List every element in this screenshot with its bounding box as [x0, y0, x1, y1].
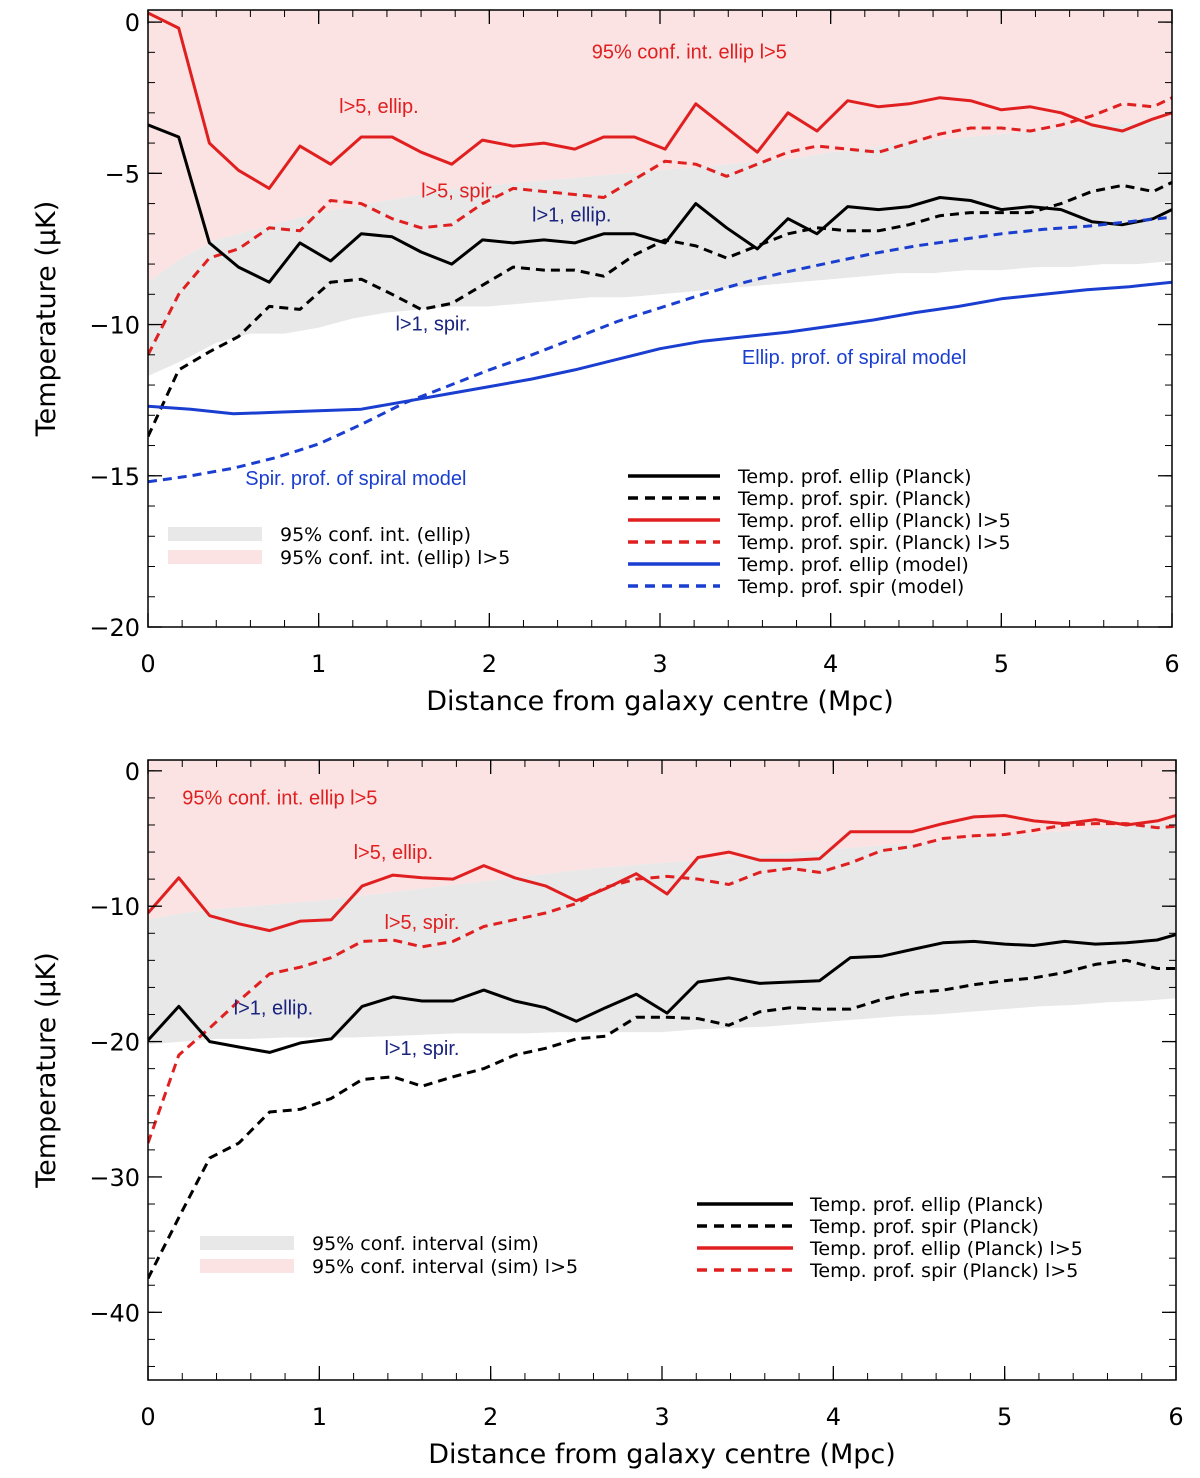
x-tick-label: 5 — [997, 1403, 1012, 1431]
series-line-6 — [148, 215, 1172, 484]
x-tick-label: 0 — [140, 650, 155, 678]
legend-band-label-2: 95% conf. int. (ellip) l>5 — [280, 547, 510, 569]
series-line-5 — [148, 280, 1172, 416]
legend-label-6: Temp. prof. spir (model) — [737, 576, 964, 598]
y-tick-label: −40 — [89, 1299, 140, 1327]
x-tick-label: 4 — [823, 650, 838, 678]
series-line-3 — [148, 933, 1176, 1054]
y-tick-label: −10 — [89, 893, 140, 921]
series-line-2 — [148, 822, 1176, 1144]
x-axis-label: Distance from galaxy centre (Mpc) — [428, 1439, 896, 1470]
chart2: 0 1 2 3 4 5 6 0 −10 −20 −30 −40 Distance from galaxy… — [31, 758, 1184, 1470]
annotation-label: l>1, ellip. — [234, 997, 314, 1019]
x-tick-label: 2 — [482, 650, 497, 678]
series-line-4 — [148, 181, 1172, 438]
series-line-3 — [148, 123, 1172, 284]
legend-band-swatch-2 — [200, 1259, 294, 1273]
y-tick-label: −20 — [89, 614, 140, 642]
annotation-label: l>5, ellip. — [339, 96, 419, 118]
x-tick-label: 1 — [312, 1403, 327, 1431]
annotation-label: l>5, ellip. — [354, 842, 434, 864]
annotation-label: 95% conf. int. ellip l>5 — [182, 788, 377, 810]
legend-label-3: Temp. prof. ellip (Planck) l>5 — [809, 1238, 1083, 1260]
legend-label-4: Temp. prof. spir. (Planck) l>5 — [737, 532, 1011, 554]
legend-band-swatch-1 — [168, 527, 262, 541]
series-line-2 — [148, 96, 1172, 356]
legend-label-2: Temp. prof. spir. (Planck) — [737, 488, 971, 510]
legend-label-5: Temp. prof. ellip (model) — [737, 554, 969, 576]
annotation-label: l>5, spir. — [421, 181, 496, 203]
legend-label-1: Temp. prof. ellip (Planck) — [737, 466, 972, 488]
series-line-1 — [148, 11, 1172, 190]
x-tick-label: 2 — [483, 1403, 498, 1431]
legend-band-swatch-1 — [200, 1236, 294, 1250]
x-tick-label: 1 — [311, 650, 326, 678]
y-tick-label: 0 — [125, 758, 140, 786]
annotation-label: Ellip. prof. of spiral model — [742, 347, 967, 369]
x-tick-label: 3 — [654, 1403, 669, 1431]
confidence-band-1 — [148, 760, 1176, 920]
x-tick-label: 3 — [652, 650, 667, 678]
x-axis-label: Distance from galaxy centre (Mpc) — [426, 686, 894, 717]
legend-label-2: Temp. prof. spir (Planck) — [809, 1216, 1039, 1238]
annotation-label: 95% conf. int. ellip l>5 — [592, 41, 787, 63]
legend-label-1: Temp. prof. ellip (Planck) — [809, 1194, 1044, 1216]
y-axis-label: Temperature (μK) — [31, 952, 62, 1189]
annotation-label: Spir. prof. of spiral model — [245, 468, 466, 490]
x-tick-label: 6 — [1168, 1403, 1183, 1431]
x-tick-label: 0 — [140, 1403, 155, 1431]
annotation-label: l>1, spir. — [384, 1038, 459, 1060]
y-tick-label: −30 — [89, 1164, 140, 1192]
y-tick-label: −5 — [105, 160, 140, 188]
y-tick-label: 0 — [125, 9, 140, 37]
annotation-label: l>1, spir. — [395, 314, 470, 336]
legend-label-4: Temp. prof. spir (Planck) l>5 — [809, 1260, 1078, 1282]
legend-label-3: Temp. prof. ellip (Planck) l>5 — [737, 510, 1011, 532]
legend-band-label-1: 95% conf. interval (sim) — [312, 1233, 539, 1255]
y-tick-label: −15 — [89, 463, 140, 491]
legend-band-label-2: 95% conf. interval (sim) l>5 — [312, 1256, 578, 1278]
plot-area — [148, 760, 1176, 1280]
x-tick-label: 4 — [826, 1403, 841, 1431]
series-line-1 — [148, 814, 1176, 933]
y-tick-label: −20 — [89, 1029, 140, 1057]
confidence-band-2 — [148, 822, 1176, 1045]
annotation-label: l>5, spir. — [384, 912, 459, 934]
annotation-label: l>1, ellip. — [532, 205, 612, 227]
x-tick-label: 5 — [994, 650, 1009, 678]
confidence-band-2 — [148, 118, 1172, 377]
series-line-4 — [148, 958, 1176, 1280]
plot-area — [148, 10, 1172, 484]
chart1: 0 1 2 3 4 5 6 0 −5 −10 −15 −20 Distance from galaxy … — [31, 9, 1180, 717]
x-tick-label: 6 — [1164, 650, 1179, 678]
legend-band-label-1: 95% conf. int. (ellip) — [280, 524, 471, 546]
y-axis-label: Temperature (μK) — [31, 201, 62, 438]
legend-band-swatch-2 — [168, 550, 262, 564]
y-tick-label: −10 — [89, 312, 140, 340]
